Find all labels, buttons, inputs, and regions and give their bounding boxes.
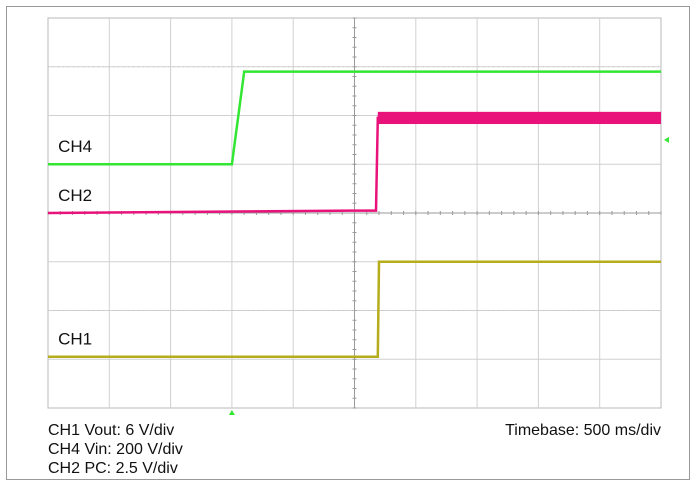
trace-ch2-noise-band [377, 111, 661, 125]
ch1-scale-label: CH1 Vout: 6 V/div [48, 422, 175, 439]
series-label-ch2: CH2 [58, 186, 92, 205]
ch4-scale-label: CH4 Vin: 200 V/div [48, 441, 183, 458]
level-marker-icon [664, 136, 669, 143]
timebase-label: Timebase: 500 ms/div [505, 422, 661, 439]
trace-ch4 [48, 70, 661, 166]
trace-ch1 [48, 260, 661, 359]
series-label-ch4: CH4 [58, 137, 92, 156]
oscilloscope-plot: CH4 CH2 CH1 [47, 17, 669, 415]
trigger-marker-icon [228, 410, 235, 415]
figure-frame [6, 6, 690, 480]
series-label-ch1: CH1 [58, 330, 92, 349]
ch2-scale-label: CH2 PC: 2.5 V/div [48, 460, 178, 477]
